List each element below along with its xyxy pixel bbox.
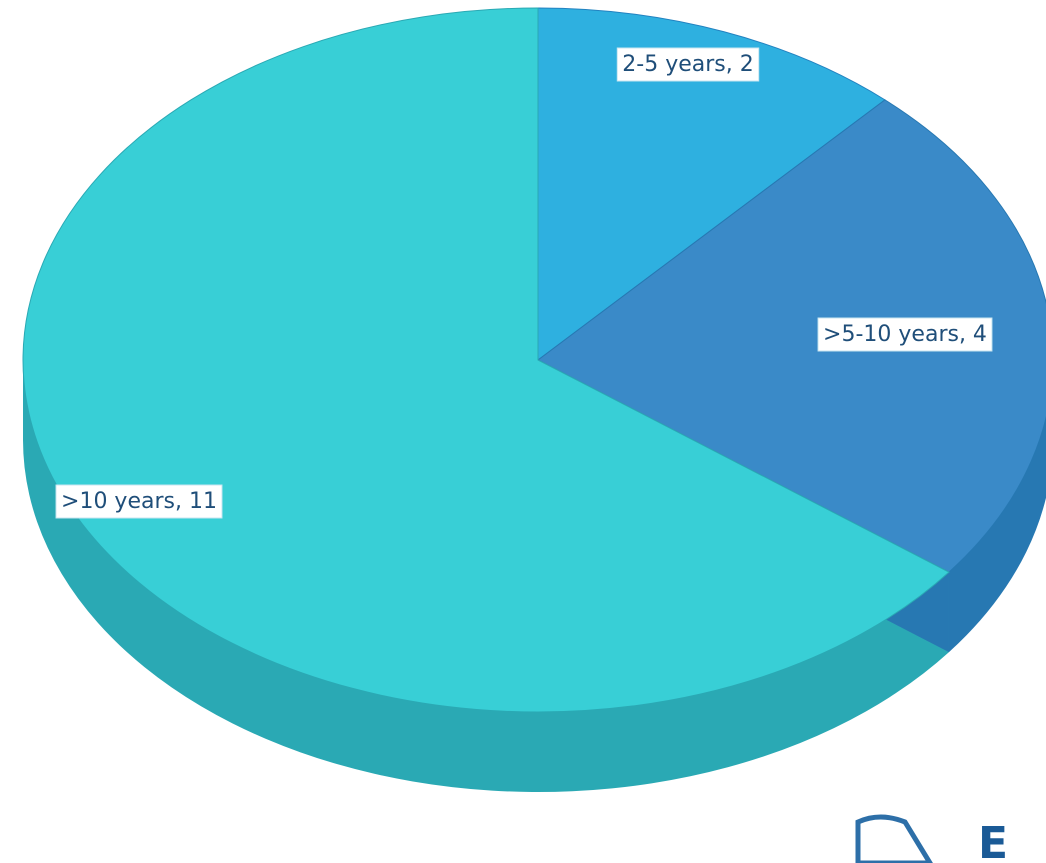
slice-side (948, 417, 1046, 653)
logo: E (855, 814, 1008, 863)
pie (22, 7, 1046, 792)
data-label: >10 years, 11 (61, 489, 217, 514)
data-labels: 2-5 years, 2 >5-10 years, 4 >10 years, 11 (55, 47, 993, 519)
data-label: >5-10 years, 4 (823, 322, 987, 347)
slice-side (23, 360, 949, 792)
data-label: 2-5 years, 2 (622, 52, 753, 77)
label-box (616, 47, 760, 82)
label-box (817, 317, 993, 352)
logo-icon (855, 814, 933, 863)
slice (537, 7, 886, 361)
logo-text: E (978, 818, 1008, 863)
label-box (55, 484, 223, 519)
slice (537, 99, 1046, 573)
